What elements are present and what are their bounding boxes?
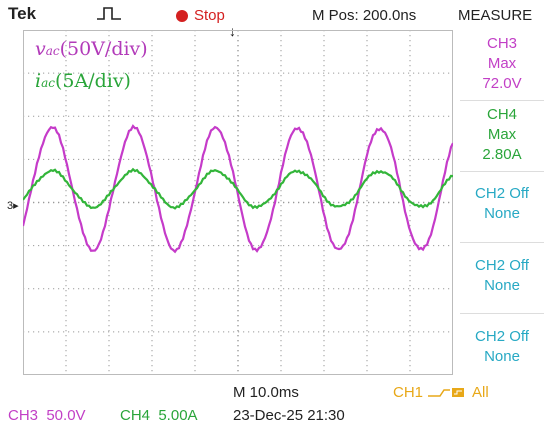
measurement-ch3[interactable]: CH3 Max 72.0V [482,35,522,92]
voltage-waveform [23,124,453,254]
trigger-pulse-icon [97,7,121,20]
timebase-readout: M 10.0ms [233,384,299,401]
ch3-scale: CH3 50.0V [8,407,86,424]
trigger-slope-icon [428,388,464,397]
divider [460,171,544,172]
measurement-slot-3[interactable]: CH2 Off None [475,185,529,222]
measure-sidebar: CH3 Max 72.0V CH4 Max 2.80A CH2 Off None… [458,30,546,375]
divider [460,313,544,314]
divider [460,100,544,101]
scope-display [23,30,453,375]
stop-icon [176,10,188,22]
measure-menu-title[interactable]: MEASURE [458,7,533,24]
graticule [23,30,453,375]
channel-ground-marker: 3▸ [7,200,19,212]
acquire-state[interactable]: Stop [194,7,225,24]
measurement-ch4[interactable]: CH4 Max 2.80A [482,106,522,163]
divider [460,242,544,243]
measurement-slot-5[interactable]: CH2 Off None [475,328,529,365]
status-bar: Tek Stop M Pos: 200.0ns MEASURE [0,0,550,30]
timestamp: 23-Dec-25 21:30 [233,407,345,424]
trigger-mode: All [472,384,489,401]
brand-logo: Tek [8,4,37,23]
trigger-source: CH1 [393,384,424,401]
voltage-channel-label: vac(50V/div) [35,38,148,60]
measurement-slot-4[interactable]: CH2 Off None [475,257,529,294]
current-waveform [23,167,453,210]
horizontal-position: M Pos: 200.0ns [312,7,417,24]
settings-bar: M 10.0ms CH1 All CH3 50.0V CH4 5.00A 23-… [0,378,550,441]
ch4-scale: CH4 5.00A [120,407,198,424]
current-channel-label: iac(5A/div) [35,70,131,92]
